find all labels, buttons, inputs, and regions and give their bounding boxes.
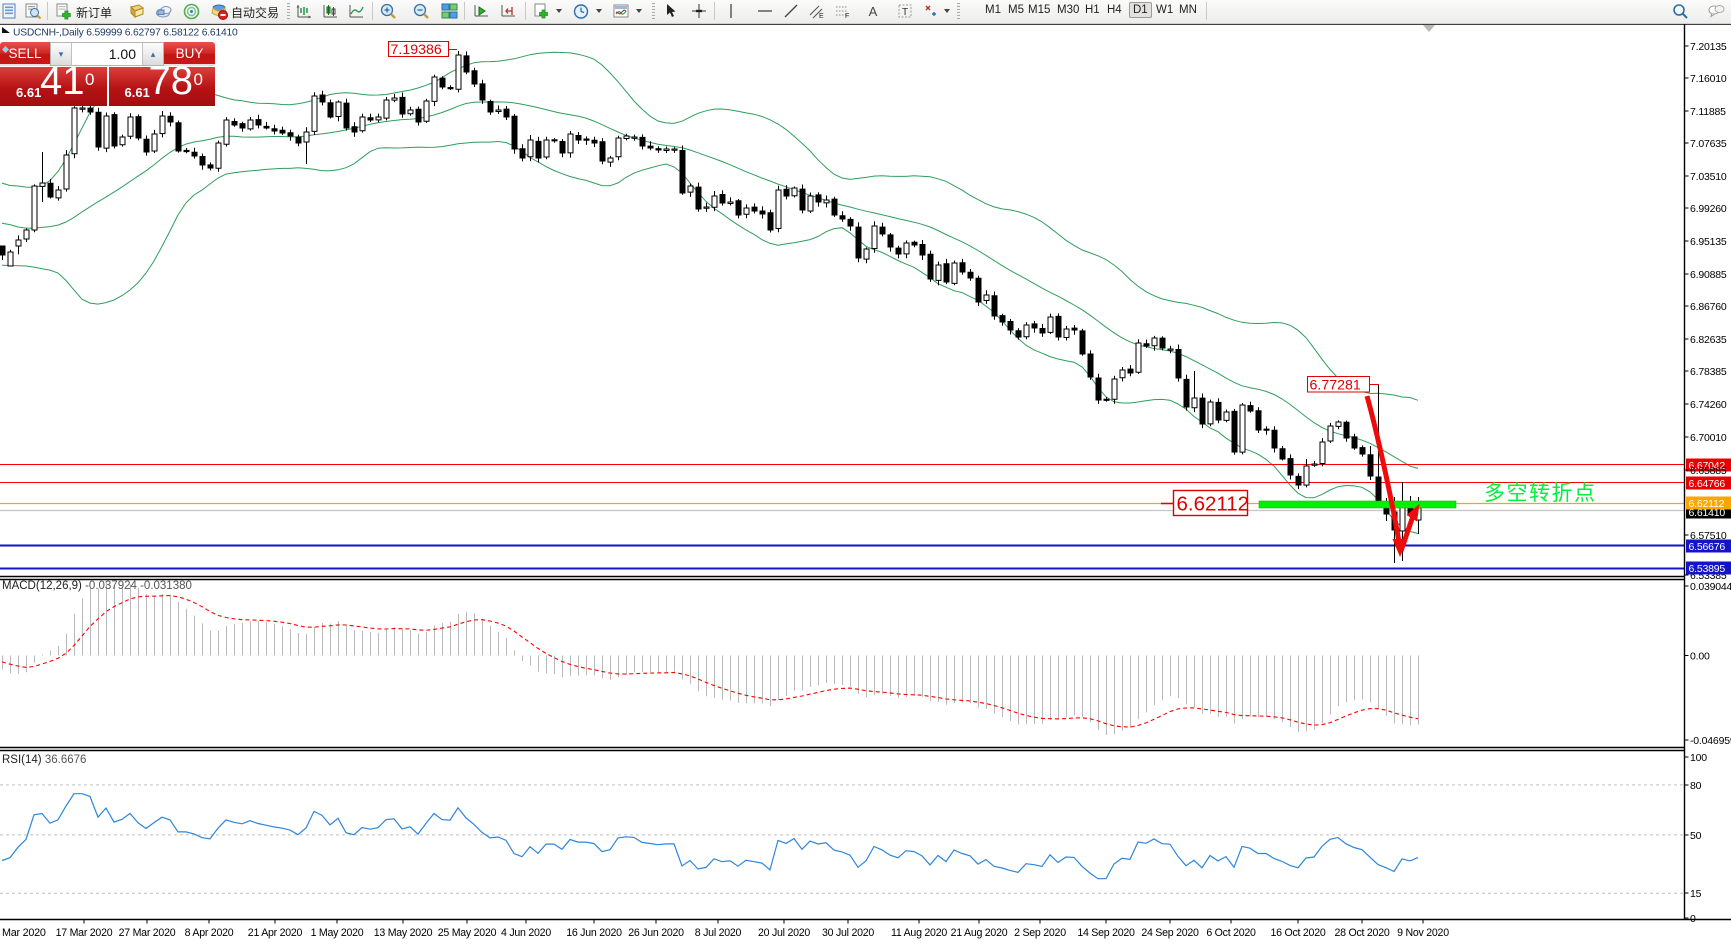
- svg-text:24 Sep 2020: 24 Sep 2020: [1141, 927, 1199, 939]
- svg-text:16 Jun 2020: 16 Jun 2020: [566, 927, 622, 939]
- svg-text:6 Oct 2020: 6 Oct 2020: [1206, 927, 1256, 939]
- svg-text:6.62112: 6.62112: [1689, 498, 1725, 510]
- svg-text:6.74260: 6.74260: [1690, 399, 1727, 411]
- svg-text:7.11885: 7.11885: [1690, 106, 1726, 118]
- svg-text:14 Sep 2020: 14 Sep 2020: [1077, 927, 1135, 939]
- svg-text:16 Oct 2020: 16 Oct 2020: [1271, 927, 1326, 939]
- svg-text:1 May 2020: 1 May 2020: [311, 927, 364, 939]
- svg-text:6.95135: 6.95135: [1690, 236, 1727, 248]
- svg-text:0.039044: 0.039044: [1690, 581, 1731, 593]
- svg-text:6.62112: 6.62112: [1177, 493, 1250, 516]
- svg-text:0.00: 0.00: [1690, 651, 1710, 663]
- svg-text:6.53895: 6.53895: [1689, 563, 1726, 575]
- svg-text:17 Mar 2020: 17 Mar 2020: [56, 927, 113, 939]
- svg-text:20 Jul 2020: 20 Jul 2020: [758, 927, 810, 939]
- svg-text:15: 15: [1690, 888, 1702, 900]
- svg-text:30 Jul 2020: 30 Jul 2020: [822, 927, 874, 939]
- svg-text:6.56676: 6.56676: [1689, 541, 1726, 553]
- svg-text:8 Jul 2020: 8 Jul 2020: [695, 927, 742, 939]
- svg-text:0: 0: [1690, 913, 1696, 925]
- svg-text:7.20135: 7.20135: [1690, 41, 1727, 53]
- svg-text:21 Aug 2020: 21 Aug 2020: [951, 927, 1008, 939]
- svg-text:2 Sep 2020: 2 Sep 2020: [1014, 927, 1066, 939]
- svg-text:50: 50: [1690, 830, 1702, 842]
- svg-text:7.03510: 7.03510: [1690, 171, 1727, 183]
- svg-text:25 May 2020: 25 May 2020: [438, 927, 497, 939]
- svg-text:7.07635: 7.07635: [1690, 138, 1727, 150]
- svg-text:6.77281: 6.77281: [1310, 378, 1361, 394]
- svg-text:9 Nov 2020: 9 Nov 2020: [1397, 927, 1449, 939]
- svg-text:E: E: [819, 13, 824, 20]
- svg-text:6.82635: 6.82635: [1690, 334, 1727, 346]
- svg-text:7.16010: 7.16010: [1690, 73, 1727, 85]
- svg-text:8 Apr 2020: 8 Apr 2020: [185, 927, 234, 939]
- svg-text:多空转折点: 多空转折点: [1484, 482, 1597, 505]
- svg-text:80: 80: [1690, 780, 1702, 792]
- svg-text:F: F: [845, 13, 849, 20]
- svg-text:6.64766: 6.64766: [1689, 478, 1726, 490]
- svg-text:27 Mar 2020: 27 Mar 2020: [119, 927, 176, 939]
- svg-text:26 Jun 2020: 26 Jun 2020: [628, 927, 684, 939]
- svg-text:100: 100: [1690, 752, 1707, 764]
- svg-text:T: T: [902, 7, 908, 18]
- svg-text:7.19386: 7.19386: [391, 42, 442, 58]
- svg-text:28 Oct 2020: 28 Oct 2020: [1335, 927, 1390, 939]
- svg-text:6.99260: 6.99260: [1690, 203, 1727, 215]
- svg-text:4 Jun 2020: 4 Jun 2020: [501, 927, 551, 939]
- svg-text:13 May 2020: 13 May 2020: [374, 927, 433, 939]
- svg-text:RSI(14) 36.6676: RSI(14) 36.6676: [2, 754, 86, 766]
- svg-text:6.86760: 6.86760: [1690, 301, 1727, 313]
- svg-text:21 Apr 2020: 21 Apr 2020: [248, 927, 303, 939]
- svg-text:6.70010: 6.70010: [1690, 432, 1727, 444]
- svg-text:6.67042: 6.67042: [1689, 460, 1726, 472]
- svg-text:6.65885: 6.65885: [1690, 465, 1727, 477]
- svg-text:6.57510: 6.57510: [1690, 530, 1727, 542]
- svg-text:-0.046959: -0.046959: [1690, 735, 1731, 747]
- svg-text:6.78385: 6.78385: [1690, 366, 1727, 378]
- svg-text:USDCNH-,Daily 6.59999 6.62797: USDCNH-,Daily 6.59999 6.62797 6.58122 6.…: [13, 28, 238, 39]
- svg-text:6.90885: 6.90885: [1690, 269, 1727, 281]
- svg-text:11 Aug 2020: 11 Aug 2020: [891, 927, 947, 939]
- svg-text:MACD(12,26,9) -0.037924 -0.031: MACD(12,26,9) -0.037924 -0.031380: [2, 580, 192, 592]
- svg-text:6.61410: 6.61410: [1689, 507, 1726, 519]
- svg-text:Mar 2020: Mar 2020: [2, 927, 46, 939]
